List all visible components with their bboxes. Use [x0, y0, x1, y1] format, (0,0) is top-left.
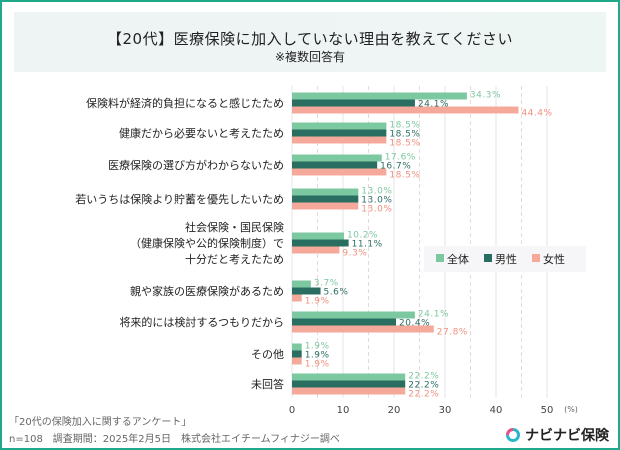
x-unit-label: (%) — [564, 405, 578, 414]
data-label: 44.4% — [521, 109, 552, 119]
bar-男性 — [292, 380, 406, 388]
category-label: 健康だから必要ないと考えたため — [119, 126, 284, 140]
data-label: 18.5% — [389, 171, 420, 181]
bar-女性 — [292, 136, 387, 144]
bar-全体 — [292, 311, 415, 319]
bar-男性 — [292, 129, 387, 137]
x-tick-label: 20 — [388, 405, 401, 416]
bar-全体 — [292, 188, 359, 196]
data-label: 16.7% — [380, 162, 411, 172]
data-label: 22.2% — [408, 372, 439, 382]
category-label: その他 — [251, 348, 284, 361]
logo-icon — [506, 428, 520, 442]
data-label: 3.7% — [314, 279, 339, 289]
bar-男性 — [292, 99, 415, 107]
bar-女性 — [292, 387, 406, 395]
x-tick-label: 0 — [289, 405, 295, 416]
data-label: 18.5% — [389, 130, 420, 140]
bar-女性 — [292, 106, 519, 114]
bar-全体 — [292, 373, 406, 381]
data-label: 13.0% — [361, 205, 392, 215]
logo: ナビナビ保険 — [505, 425, 609, 445]
bar-全体 — [292, 92, 467, 100]
legend-label: 女性 — [543, 252, 565, 266]
bar-全体 — [292, 343, 302, 351]
data-label: 24.1% — [418, 310, 449, 320]
data-label: 9.3% — [342, 249, 367, 259]
data-label: 11.1% — [352, 240, 383, 250]
category-label: 未回答 — [251, 377, 284, 391]
bar-男性 — [292, 350, 302, 358]
bar-男性 — [292, 161, 378, 169]
legend-box — [424, 246, 586, 272]
bar-女性 — [292, 202, 359, 210]
data-label: 13.0% — [361, 187, 392, 197]
category-label: 十分だと考えたため — [185, 252, 284, 266]
data-label: 18.5% — [389, 139, 420, 149]
data-label: 24.1% — [418, 100, 449, 110]
data-label: 1.9% — [305, 342, 330, 352]
category-label: 将来的には検討するつもりだから — [119, 315, 284, 329]
bar-女性 — [292, 325, 434, 333]
bar-男性 — [292, 195, 359, 203]
data-label: 27.8% — [437, 328, 468, 338]
data-label: 18.5% — [389, 121, 420, 131]
category-label: 保険料が経済的負担になると感じたため — [86, 96, 284, 110]
x-tick-label: 40 — [490, 405, 503, 416]
category-label: （健康保険や公的保険制度）で — [130, 236, 284, 250]
bar-女性 — [292, 294, 302, 302]
bar-全体 — [292, 280, 311, 288]
data-label: 22.2% — [408, 381, 439, 391]
bar-全体 — [292, 232, 345, 240]
bar-女性 — [292, 357, 302, 365]
data-label: 5.6% — [324, 288, 349, 298]
data-label: 1.9% — [305, 360, 330, 370]
data-label: 13.0% — [361, 196, 392, 206]
legend-label: 男性 — [495, 252, 517, 266]
chart-title: 【20代】医療保険に加入していない理由を教えてください — [107, 30, 513, 48]
legend-swatch-女性 — [532, 254, 540, 262]
x-tick-label: 10 — [337, 405, 350, 416]
bar-全体 — [292, 122, 387, 130]
category-label: 親や家族の医療保険があるため — [130, 284, 284, 298]
bar-男性 — [292, 318, 397, 326]
category-label: 社会保険・国民保険 — [185, 220, 284, 234]
legend-label: 全体 — [447, 252, 469, 266]
category-label: 医療保険の選び方がわからないため — [108, 158, 284, 172]
legend-swatch-男性 — [484, 254, 492, 262]
category-label: 若いうちは保険より貯蓄を優先したいため — [75, 192, 284, 206]
footer-source: 「20代の保険加入に関するアンケート」 — [9, 417, 192, 428]
data-label: 1.9% — [305, 351, 330, 361]
data-label: 1.9% — [305, 297, 330, 307]
chart-subtitle: ※複数回答有 — [274, 50, 346, 64]
bar-女性 — [292, 246, 340, 254]
bar-全体 — [292, 154, 382, 162]
data-label: 22.2% — [408, 390, 439, 400]
data-label: 17.6% — [385, 153, 416, 163]
footer-note: n=108 調査期間：2025年2月5日 株式会社エイチームフィナジー調べ — [9, 434, 340, 445]
bar-男性 — [292, 239, 349, 247]
x-tick-label: 30 — [439, 405, 452, 416]
title-box: 【20代】医療保険に加入していない理由を教えてください ※複数回答有 — [14, 12, 606, 72]
legend-swatch-全体 — [436, 254, 444, 262]
logo-text: ナビナビ保険 — [525, 428, 609, 444]
data-label: 34.3% — [470, 91, 501, 101]
data-label: 10.2% — [347, 231, 378, 241]
data-label: 20.4% — [399, 319, 430, 329]
bar-女性 — [292, 168, 387, 176]
bar-男性 — [292, 287, 321, 295]
x-tick-label: 50 — [541, 405, 554, 416]
